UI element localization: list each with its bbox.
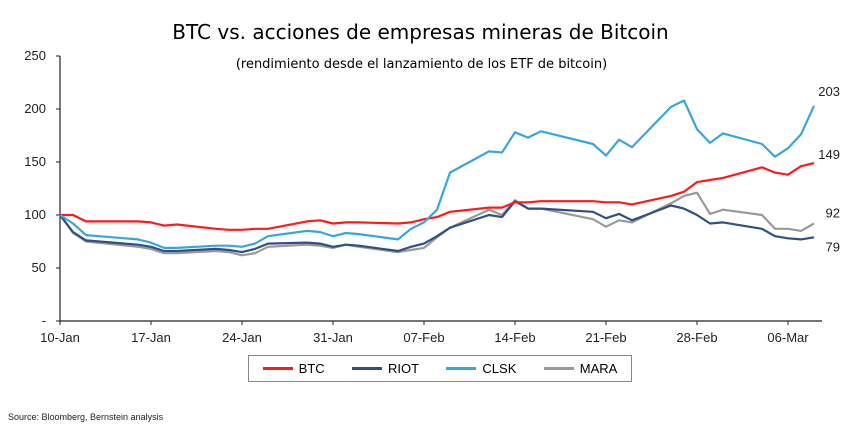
x-tick-label: 24-Jan — [222, 330, 262, 345]
y-tick-label: 50 — [32, 260, 46, 275]
chart-title: BTC vs. acciones de empresas mineras de … — [172, 20, 669, 44]
x-tick-label: 06-Mar — [767, 330, 809, 345]
legend-swatch-riot — [352, 367, 383, 370]
legend-swatch-clsk — [446, 367, 477, 370]
x-tick-label: 07-Feb — [403, 330, 444, 345]
y-tick-label: - — [42, 313, 46, 328]
legend-swatch-btc — [262, 367, 293, 370]
end-label-clsk: 203 — [818, 84, 840, 99]
legend-label-btc: BTC — [298, 361, 325, 376]
legend-label-clsk: CLSK — [482, 361, 517, 376]
series-line-riot — [59, 200, 815, 254]
y-tick-label: 200 — [24, 101, 46, 116]
legend-item-clsk: CLSK — [446, 361, 516, 376]
x-tick-label: 28-Feb — [676, 330, 717, 345]
end-label-riot: 79 — [826, 239, 840, 254]
y-tick-label: 250 — [24, 48, 46, 63]
y-tick-label: 150 — [24, 154, 46, 169]
legend: BTC RIOT CLSK MARA — [248, 355, 632, 382]
legend-swatch-mara — [543, 367, 574, 370]
end-label-btc: 149 — [818, 147, 840, 162]
legend-item-riot: RIOT — [352, 361, 419, 376]
series-line-clsk — [59, 99, 816, 249]
x-tick-label: 14-Feb — [494, 330, 535, 345]
source-note: Source: Bloomberg, Bernstein analysis — [8, 412, 164, 422]
series-line-btc — [60, 162, 815, 231]
legend-label-mara: MARA — [579, 361, 618, 376]
x-tick-label: 17-Jan — [131, 330, 171, 345]
chart-subtitle-text: (rendimiento desde el lanzamiento de los… — [235, 57, 608, 72]
legend-item-btc: BTC — [262, 361, 325, 376]
x-tick-label: 31-Jan — [313, 330, 353, 345]
x-tick-label: 21-Feb — [585, 330, 626, 345]
legend-item-mara: MARA — [543, 361, 618, 376]
legend-label-riot: RIOT — [388, 361, 420, 376]
y-tick-label: 100 — [24, 207, 46, 222]
end-label-mara: 92 — [826, 205, 840, 220]
chart-subtitle: (rendimiento desde el lanzamiento de los… — [0, 57, 841, 72]
x-tick-label: 10-Jan — [40, 330, 80, 345]
